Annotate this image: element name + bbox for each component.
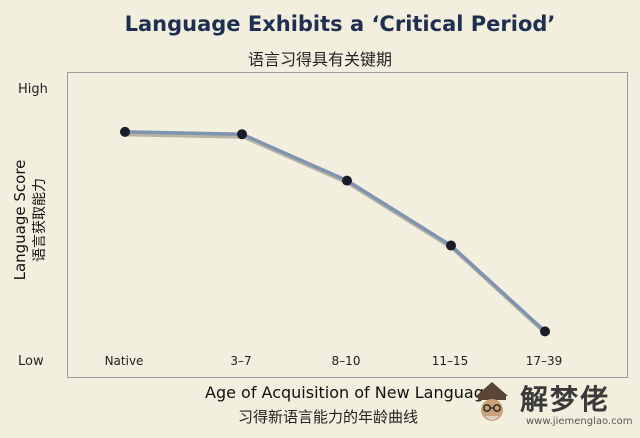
- x-tick-label: 3–7: [230, 354, 252, 368]
- watermark-url: www.jiemenglao.com: [526, 416, 633, 427]
- watermark-logo: [476, 382, 508, 421]
- y-axis-label: Language Score 语言获取能力: [0, 70, 60, 370]
- x-tick-label: 17–39: [525, 354, 563, 368]
- chart-svg: [120, 126, 550, 337]
- chart-subtitle: 语言习得具有关键期: [247, 50, 392, 69]
- series-line: [124, 130, 547, 333]
- watermark: 解梦佬 www.jiemenglao.com: [470, 376, 638, 436]
- data-point-2: [342, 175, 352, 186]
- chart-title: Language Exhibits a ‘Critical Period’: [124, 12, 556, 36]
- y-tick-low: Low: [18, 354, 44, 369]
- y-tick-high: High: [18, 82, 48, 97]
- x-axis-label: Age of Acquisition of New Language: [205, 383, 494, 402]
- watermark-text: 解梦佬: [520, 383, 611, 416]
- plot-area: [67, 72, 628, 378]
- y-axis-label-zh: 语言获取能力: [32, 178, 48, 262]
- data-point-4: [540, 326, 550, 337]
- data-point-3: [446, 240, 456, 251]
- x-tick-label: Native: [104, 354, 144, 368]
- data-point-0: [120, 126, 130, 137]
- x-tick-label: 11–15: [431, 354, 469, 368]
- series-line-shadow: [126, 132, 548, 336]
- x-axis-label-zh: 习得新语言能力的年龄曲线: [238, 408, 419, 426]
- y-axis-label-en: Language Score: [11, 159, 29, 281]
- data-point-1: [237, 129, 247, 140]
- x-tick-label: 8–10: [331, 354, 361, 368]
